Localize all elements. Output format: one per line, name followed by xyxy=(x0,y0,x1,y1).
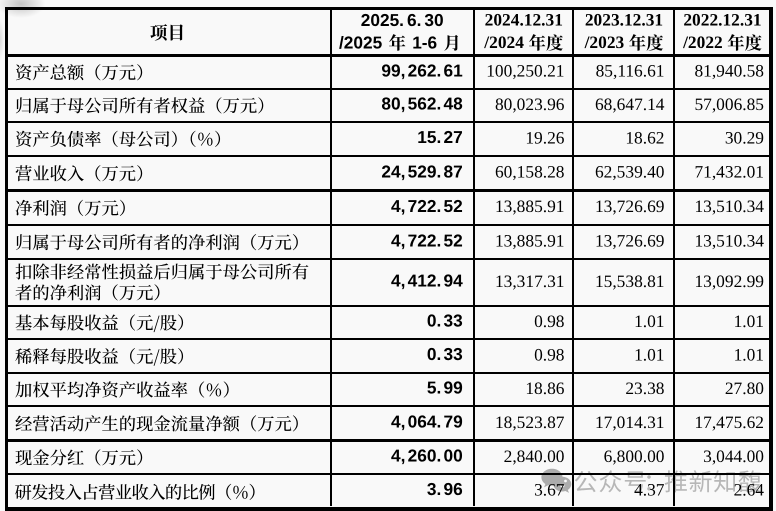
svg-text:/2023: /2023 xyxy=(584,32,625,52)
svg-text:30.29: 30.29 xyxy=(725,127,764,147)
svg-text:1.01: 1.01 xyxy=(634,311,664,331)
svg-text:18,523.87: 18,523.87 xyxy=(495,412,565,432)
svg-text:0.98: 0.98 xyxy=(534,345,565,365)
svg-text:0.33: 0. 33 xyxy=(427,344,463,364)
svg-text:4,722.52: 4, 722. 52 xyxy=(391,230,463,250)
svg-text:2.64: 2.64 xyxy=(734,479,765,499)
svg-text:0.33: 0. 33 xyxy=(427,311,463,331)
svg-text:60,158.28: 60,158.28 xyxy=(495,162,565,182)
svg-text:/2024: /2024 xyxy=(483,32,524,52)
svg-text:13,317.31: 13,317.31 xyxy=(495,271,565,291)
svg-text:19.26: 19.26 xyxy=(525,127,564,147)
svg-text:3,044.00: 3,044.00 xyxy=(703,446,764,466)
svg-text:2,840.00: 2,840.00 xyxy=(504,446,565,466)
svg-text:17,475.62: 17,475.62 xyxy=(694,412,764,432)
svg-text:81,940.58: 81,940.58 xyxy=(694,61,764,81)
svg-text:4,412.94: 4, 412. 94 xyxy=(391,271,463,291)
svg-text:80,023.96: 80,023.96 xyxy=(495,94,565,114)
svg-text:4,064.79: 4, 064. 79 xyxy=(391,412,463,432)
svg-text:13,885.91: 13,885.91 xyxy=(495,231,565,251)
svg-text:2022.12.31: 2022.12.31 xyxy=(683,10,761,30)
svg-text:24,529.87: 24, 529. 87 xyxy=(381,161,462,181)
svg-text:71,432.01: 71,432.01 xyxy=(694,162,764,182)
svg-text:100,250.21: 100,250.21 xyxy=(486,61,564,81)
svg-text:62,539.40: 62,539.40 xyxy=(595,162,665,182)
svg-text:/2025: /2025 xyxy=(339,33,383,53)
svg-text:15.27: 15. 27 xyxy=(417,127,462,147)
svg-text:1-6: 1-6 xyxy=(412,33,437,53)
svg-text:4,260.00: 4, 260. 00 xyxy=(391,446,463,466)
svg-text:13,510.34: 13,510.34 xyxy=(694,196,764,216)
svg-text:99,262.61: 99, 262. 61 xyxy=(381,60,463,80)
svg-text:2025.6.30: 2025. 6. 30 xyxy=(361,10,444,30)
svg-text:13,726.69: 13,726.69 xyxy=(595,196,665,216)
svg-text:/2022: /2022 xyxy=(682,32,723,52)
svg-text:57,006.85: 57,006.85 xyxy=(694,94,764,114)
svg-text:1.01: 1.01 xyxy=(634,345,664,365)
svg-text:17,014.31: 17,014.31 xyxy=(595,412,665,432)
svg-text:23.38: 23.38 xyxy=(625,378,664,398)
svg-text:6,800.00: 6,800.00 xyxy=(604,446,665,466)
svg-text:1.01: 1.01 xyxy=(734,311,764,331)
svg-text:2023.12.31: 2023.12.31 xyxy=(585,10,663,30)
svg-text:13,726.69: 13,726.69 xyxy=(595,231,665,251)
svg-text:4,722.52: 4, 722. 52 xyxy=(391,196,463,216)
svg-text:80,562.48: 80, 562. 48 xyxy=(381,94,463,114)
svg-text:2024.12.31: 2024.12.31 xyxy=(485,10,563,30)
svg-text:68,647.14: 68,647.14 xyxy=(595,94,665,114)
svg-text:18.62: 18.62 xyxy=(625,127,664,147)
svg-text:18.86: 18.86 xyxy=(525,378,564,398)
svg-text:15,538.81: 15,538.81 xyxy=(595,271,665,291)
svg-text:0.98: 0.98 xyxy=(534,311,565,331)
svg-text:27.80: 27.80 xyxy=(725,378,764,398)
svg-text:13,092.99: 13,092.99 xyxy=(694,271,764,291)
svg-text:3.96: 3. 96 xyxy=(427,479,463,499)
svg-text:13,885.91: 13,885.91 xyxy=(495,196,565,216)
svg-text:13,510.34: 13,510.34 xyxy=(694,231,764,251)
svg-text:5.99: 5. 99 xyxy=(427,378,463,398)
svg-text:1.01: 1.01 xyxy=(734,345,764,365)
svg-text:85,116.61: 85,116.61 xyxy=(596,61,665,81)
